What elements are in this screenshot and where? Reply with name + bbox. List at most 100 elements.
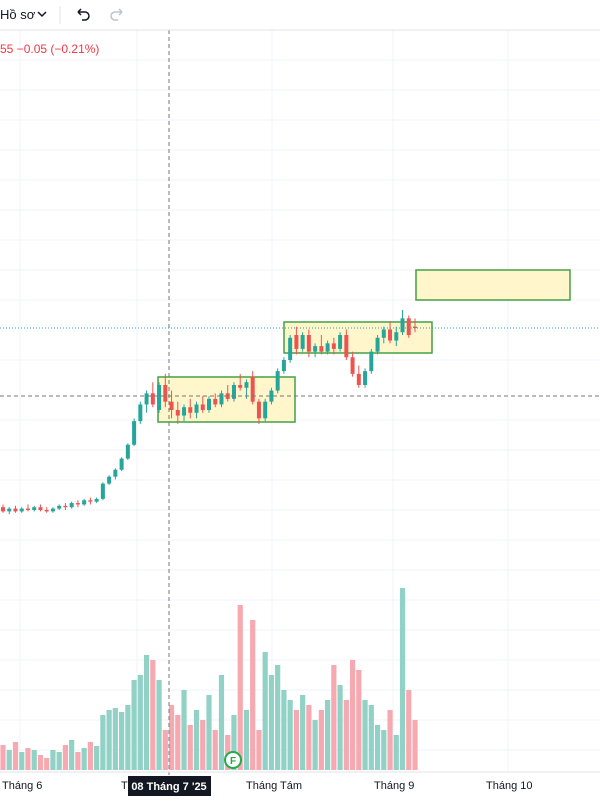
volume-bar (150, 660, 156, 770)
volume-bar (387, 710, 393, 770)
volume-bar (156, 680, 162, 770)
candle-body (75, 503, 80, 505)
volume-bar (44, 758, 50, 770)
volume-bar (62, 745, 69, 770)
volume-bar (56, 752, 62, 770)
volume-bar (131, 680, 137, 770)
candle-body (313, 346, 318, 352)
volume-bar (237, 605, 243, 770)
candle-body (57, 505, 62, 509)
candle-body (69, 503, 74, 508)
candle-body (331, 343, 336, 349)
candle-body (163, 385, 168, 402)
volume-bar (75, 752, 81, 770)
volume-bar (275, 665, 281, 770)
candle-body (269, 390, 274, 402)
candle-body (32, 507, 37, 510)
profile-chevron[interactable] (37, 11, 47, 18)
volume-bar (406, 690, 412, 770)
candle-body (113, 469, 118, 477)
candle-body (344, 335, 349, 358)
volume-bar (218, 675, 225, 770)
candle-body (188, 407, 193, 413)
volume-bar (399, 588, 406, 770)
candle-body (288, 337, 293, 360)
volume-bar (143, 655, 150, 770)
candle-body (25, 508, 30, 510)
candle-body (325, 343, 330, 352)
crosshair-label: 08 Tháng 7 '25 (131, 781, 206, 793)
candle-body (82, 500, 87, 505)
volume-bar (343, 700, 349, 770)
candle-body (375, 337, 380, 352)
volume-bar (112, 708, 118, 770)
candle-body (182, 407, 187, 416)
candle-body (7, 508, 12, 512)
candle-body (207, 398, 211, 410)
candle-body (1, 507, 5, 512)
candle-body (350, 357, 355, 374)
candle-body (275, 371, 280, 391)
undo-button[interactable] (77, 8, 90, 21)
candle-body (169, 401, 174, 410)
candle-body (244, 382, 249, 388)
volume-bar (137, 675, 143, 770)
volume-bar (181, 690, 187, 770)
volume-bar (318, 710, 324, 770)
candle-body (63, 505, 68, 508)
volume-bar (281, 690, 287, 770)
candle-body (175, 410, 180, 416)
redo-button[interactable] (110, 8, 123, 21)
volume-bar (187, 725, 193, 770)
candle-body (138, 404, 143, 422)
volume-bar (393, 735, 399, 770)
volume-bar (0, 745, 6, 770)
volume-bar (193, 710, 200, 770)
candle-body (300, 335, 305, 349)
time-label-partial: T (121, 780, 128, 792)
candle-body (132, 421, 137, 445)
candle-body (157, 385, 162, 410)
candle-body (263, 401, 268, 419)
volume-bar (381, 730, 387, 770)
profile-button[interactable]: Hồ sơ (0, 7, 36, 22)
candle-body (406, 318, 411, 335)
volume-bar (100, 715, 106, 770)
volume-pane (0, 588, 418, 770)
volume-bar (168, 705, 175, 770)
volume-bar (368, 705, 374, 770)
range-box[interactable] (415, 269, 571, 301)
candle-body (256, 401, 261, 419)
time-label: Tháng 10 (486, 780, 532, 792)
candle-body (356, 373, 361, 385)
volume-bar (94, 746, 100, 770)
candle-body (363, 371, 368, 385)
candle-body (125, 444, 130, 459)
candle-body (238, 385, 243, 388)
candle-body (250, 376, 255, 402)
volume-bar (206, 695, 212, 770)
candle-body (281, 360, 286, 372)
volume-bar (349, 660, 356, 770)
candle-body (338, 335, 343, 349)
price-change: 55 −0.05 (−0.21%) (0, 42, 99, 56)
event-marker[interactable] (224, 751, 242, 769)
volume-bar (50, 750, 56, 770)
volume-bar (69, 740, 75, 770)
candle-body (413, 326, 417, 329)
volume-bar (262, 652, 268, 770)
time-label: Tháng 9 (374, 780, 414, 792)
candle-body (306, 335, 311, 352)
event-marker-label[interactable]: F (230, 756, 236, 767)
volume-bar (412, 720, 418, 770)
volume-bar (106, 710, 112, 770)
volume-bar (231, 715, 237, 770)
volume-bar (6, 750, 12, 770)
time-label: Tháng Tám (246, 780, 302, 792)
volume-bar (87, 742, 93, 770)
volume-bar (374, 725, 381, 770)
candle-body (369, 351, 374, 372)
volume-bar (125, 705, 131, 770)
grid (0, 30, 600, 772)
